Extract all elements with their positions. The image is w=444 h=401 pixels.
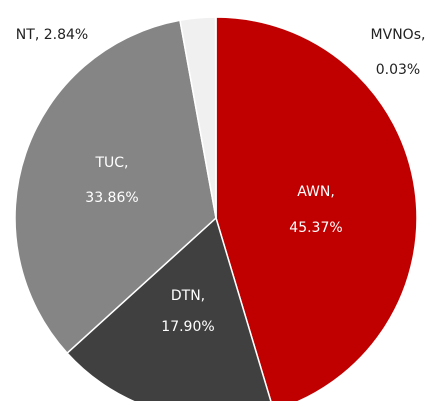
slice-label: 0.03% [376, 62, 420, 78]
slice-label: 45.37% [289, 220, 342, 236]
slice-label: TUC, [94, 155, 128, 171]
slice-label: NT, 2.84% [16, 27, 88, 43]
slice-label: MVNOs, [371, 27, 426, 43]
slice-label: 33.86% [85, 190, 138, 206]
slice-label: DTN, [171, 288, 205, 304]
pie-slice [14, 19, 217, 355]
pie-slice [66, 216, 272, 401]
pie-slice [215, 16, 418, 401]
slice-label: 17.90% [161, 319, 214, 335]
slice-label: AWN, [297, 184, 335, 200]
